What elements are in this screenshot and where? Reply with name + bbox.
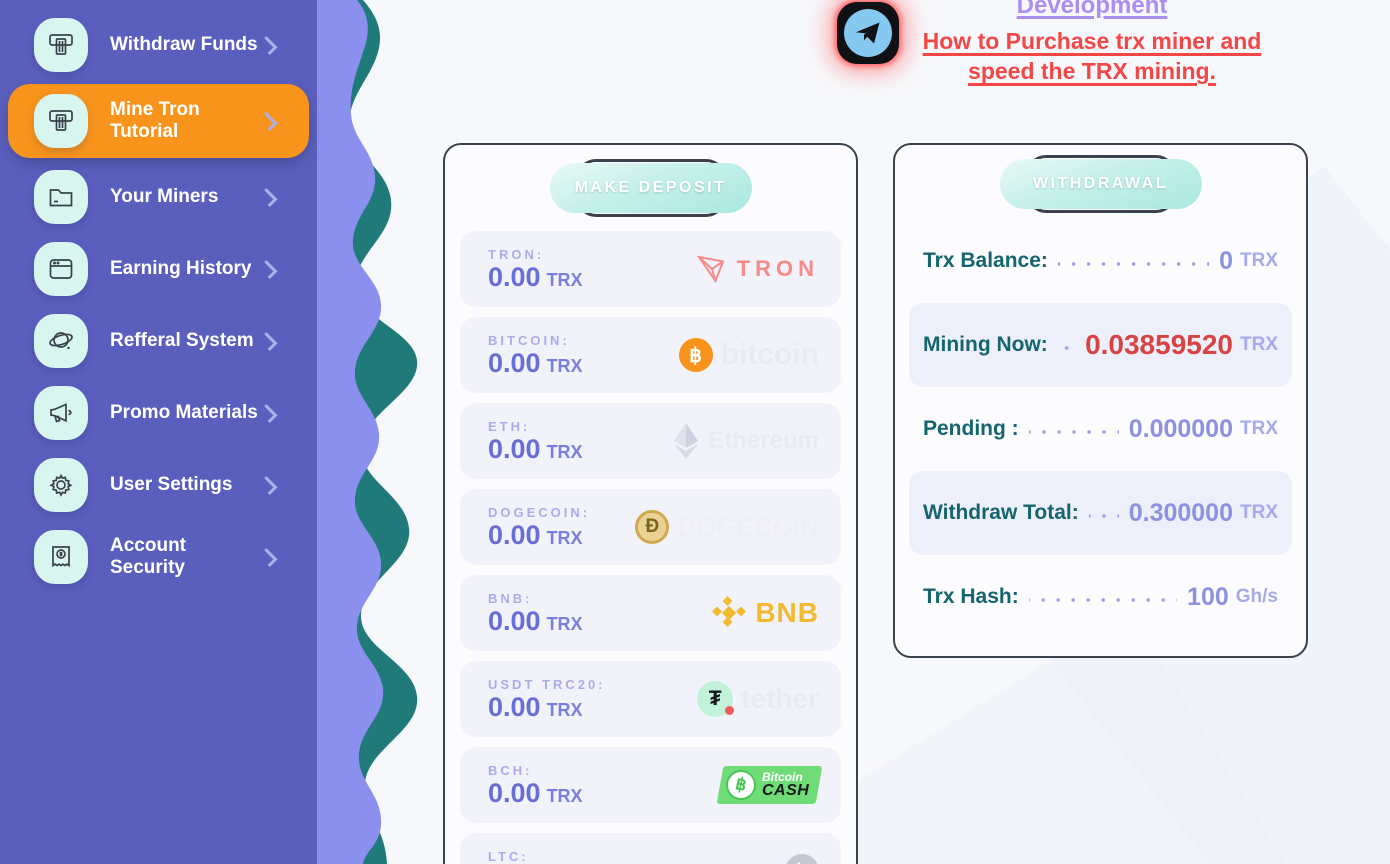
dotted-leader (1028, 598, 1178, 602)
stat-value: 0.03859520 (1085, 329, 1233, 360)
tron-logo-icon: TRON (695, 252, 819, 286)
gear-icon (34, 458, 88, 512)
withdrawal-title: WITHDRAWAL (999, 159, 1202, 209)
coin-balance: 0.00 TRX (488, 778, 583, 808)
stat-unit: TRX (1240, 418, 1278, 439)
coin-label: BNB: (488, 591, 533, 606)
sidebar-item-label: Mine Tron Tutorial (110, 99, 200, 142)
sidebar-item-promo-materials[interactable]: Promo Materials (8, 380, 309, 446)
sidebar: Withdraw Funds Mine Tron Tutorial Your M… (0, 0, 317, 864)
coin-balance: 0.00 TRX (488, 434, 583, 464)
coin-balance: 0.00 TRX (488, 692, 583, 722)
deposit-row-bch: BCH: 0.00 TRX ฿ Bitcoin CASH (460, 747, 841, 823)
coin-balance: 0.00 TRX (488, 348, 583, 378)
chevron-right-icon (258, 547, 278, 567)
dogecoin-logo-icon: Đ DOGECOIN (635, 510, 819, 544)
stat-unit: TRX (1240, 334, 1278, 355)
chevron-right-icon (258, 403, 278, 423)
ethereum-logo-icon: Ethereum (672, 421, 819, 461)
stat-value: 100 (1187, 582, 1229, 611)
sidebar-item-account-security[interactable]: Account Security (8, 524, 309, 590)
sidebar-item-label: Account Security (110, 535, 186, 578)
deposit-row-usdt: USDT TRC20: 0.00 TRX ₮ tether (460, 661, 841, 737)
coin-balance: 0.00 TRX (488, 520, 583, 550)
stat-row-withdraw-total: Withdraw Total: 0.300000 TRX (909, 471, 1292, 555)
sidebar-item-mine-tron-tutorial[interactable]: Mine Tron Tutorial (8, 84, 309, 158)
deposit-row-bitcoin: BITCOIN: 0.00 TRX ฿ bitcoin (460, 317, 841, 393)
stat-unit: TRX (1240, 250, 1278, 271)
atm-icon (34, 94, 88, 148)
deposit-balances: TRON: 0.00 TRX TRON BITCOIN: 0.00 TRX ฿ (445, 231, 856, 864)
coin-label: DOGECOIN: (488, 505, 591, 520)
coin-label: LTC: (488, 849, 529, 864)
telegram-icon[interactable] (837, 2, 899, 64)
sidebar-item-earning-history[interactable]: Earning History (8, 236, 309, 302)
sidebar-item-refferal-system[interactable]: Refferal System (8, 308, 309, 374)
litecoin-logo-icon: Ł (785, 854, 819, 864)
stat-unit: Gh/s (1235, 586, 1278, 607)
chevron-right-icon (258, 187, 278, 207)
header-links: Development How to Purchase trx miner an… (917, 0, 1267, 87)
stat-value: 0.300000 (1128, 498, 1233, 527)
dotted-leader (1057, 346, 1076, 350)
coin-label: USDT TRC20: (488, 677, 606, 692)
chevron-right-icon (258, 259, 278, 279)
withdrawal-header: WITHDRAWAL (999, 155, 1202, 213)
receipt-dollar-icon (34, 530, 88, 584)
window-icon (34, 242, 88, 296)
wave-divider (317, 0, 418, 864)
tether-logo-icon: ₮ tether (697, 681, 819, 717)
make-deposit-header: MAKE DEPOSIT (549, 159, 752, 217)
withdrawal-stats: Trx Balance: 0 TRX Mining Now: 0.0385952… (895, 219, 1306, 639)
chevron-right-icon (258, 111, 278, 131)
bitcoin-cash-logo-icon: ฿ Bitcoin CASH (716, 766, 823, 804)
coin-label: TRON: (488, 247, 545, 262)
sidebar-item-label: Promo Materials (110, 402, 258, 424)
sidebar-item-user-settings[interactable]: User Settings (8, 452, 309, 518)
stat-row-mining-now: Mining Now: 0.03859520 TRX (909, 303, 1292, 387)
coin-label: BITCOIN: (488, 333, 570, 348)
bitcoin-logo-icon: ฿ bitcoin (678, 338, 819, 372)
chevron-right-icon (258, 35, 278, 55)
stat-row-pending: Pending : 0.000000 TRX (923, 414, 1278, 443)
dotted-leader (1028, 430, 1119, 434)
sidebar-item-label: Withdraw Funds (110, 34, 258, 56)
withdrawal-card: WITHDRAWAL Trx Balance: 0 TRX Mining Now… (893, 143, 1308, 658)
sidebar-item-your-miners[interactable]: Your Miners (8, 164, 309, 230)
stat-row-trx-hash: Trx Hash: 100 Gh/s (923, 582, 1278, 611)
planet-icon (34, 314, 88, 368)
folder-icon (34, 170, 88, 224)
deposit-row-dogecoin: DOGECOIN: 0.00 TRX Đ DOGECOIN (460, 489, 841, 565)
sidebar-item-label: Refferal System (110, 330, 254, 352)
chevron-right-icon (258, 331, 278, 351)
sidebar-item-label: Your Miners (110, 186, 219, 208)
stat-row-trx-balance: Trx Balance: 0 TRX (923, 246, 1278, 275)
coin-balance: 0.00 TRX (488, 262, 583, 292)
stat-value: 0.000000 (1128, 414, 1233, 443)
coin-balance: 0.00 TRX (488, 606, 583, 636)
make-deposit-card: MAKE DEPOSIT TRON: 0.00 TRX TRON BITCOIN: (443, 143, 858, 864)
deposit-row-bnb: BNB: 0.00 TRX BNB (460, 575, 841, 651)
telegram-plane-icon (844, 9, 892, 57)
sidebar-item-label: User Settings (110, 474, 233, 496)
stat-unit: TRX (1240, 502, 1278, 523)
coin-label: ETH: (488, 419, 531, 434)
deposit-row-eth: ETH: 0.00 TRX Ethereum (460, 403, 841, 479)
sidebar-item-withdraw-funds[interactable]: Withdraw Funds (8, 12, 309, 78)
coin-label: BCH: (488, 763, 533, 778)
dotted-leader (1088, 514, 1119, 518)
deposit-row-tron: TRON: 0.00 TRX TRON (460, 231, 841, 307)
bnb-logo-icon: BNB (711, 595, 819, 631)
make-deposit-title: MAKE DEPOSIT (549, 163, 752, 213)
development-link[interactable]: Development (1016, 0, 1168, 19)
megaphone-icon (34, 386, 88, 440)
stat-value: 0 (1219, 246, 1233, 275)
dotted-leader (1057, 262, 1210, 266)
chevron-right-icon (258, 475, 278, 495)
sidebar-item-label: Earning History (110, 258, 252, 280)
purchase-tutorial-link[interactable]: How to Purchase trx miner and speed the … (922, 28, 1262, 85)
atm-icon (34, 18, 88, 72)
